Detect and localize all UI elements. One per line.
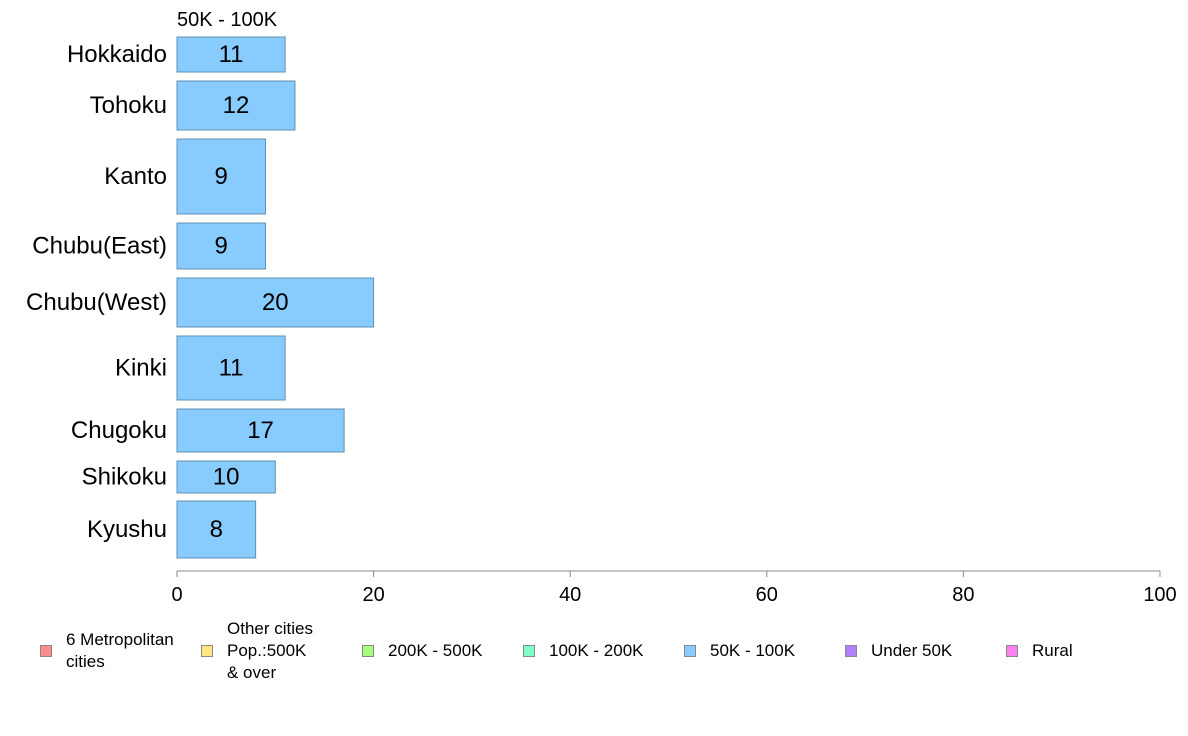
chart-title: 50K - 100K bbox=[177, 9, 278, 31]
x-tick-label: 20 bbox=[362, 584, 384, 606]
bar-chubu-west bbox=[176, 277, 375, 328]
data-label: 9 bbox=[215, 163, 228, 190]
data-label: 9 bbox=[215, 233, 228, 260]
legend-item: 200K - 500K bbox=[362, 640, 483, 662]
data-label: 17 bbox=[247, 417, 274, 444]
bar-kinki bbox=[176, 335, 286, 401]
legend-item: 6 Metropolitan cities bbox=[40, 629, 174, 673]
bar-chugoku bbox=[176, 408, 345, 453]
legend-label: 6 Metropolitan cities bbox=[66, 630, 174, 671]
legend-item: 50K - 100K bbox=[684, 640, 795, 662]
legend: 6 Metropolitan cities Other cities Pop.:5… bbox=[0, 618, 1188, 698]
category-label: Kinki bbox=[115, 355, 167, 382]
x-tick-label: 60 bbox=[756, 584, 778, 606]
bar-kanto bbox=[176, 138, 266, 215]
category-label: Kanto bbox=[104, 163, 167, 190]
legend-label: Rural bbox=[1032, 641, 1073, 660]
legend-swatch bbox=[523, 645, 535, 657]
data-label: 10 bbox=[213, 464, 240, 491]
chart: 50K - 100K 11 Hokkaido 12 Tohoku 9 Kanto 9 Chub… bbox=[26, 9, 1177, 606]
legend-item: Under 50K bbox=[845, 640, 952, 662]
legend-label: Other cities Pop.:500K & over bbox=[227, 619, 313, 682]
category-label: Shikoku bbox=[82, 464, 167, 491]
bar-tohoku bbox=[176, 80, 296, 131]
legend-swatch bbox=[1006, 645, 1018, 657]
data-label: 12 bbox=[223, 92, 250, 119]
legend-item: 100K - 200K bbox=[523, 640, 644, 662]
x-axis: 0 20 40 60 80 100 bbox=[171, 570, 1177, 606]
legend-swatch bbox=[40, 645, 52, 657]
x-tick-label: 80 bbox=[952, 584, 974, 606]
legend-swatch bbox=[362, 645, 374, 657]
legend-label: Under 50K bbox=[871, 641, 953, 660]
category-label: Chugoku bbox=[71, 417, 167, 444]
category-label: Chubu(East) bbox=[32, 233, 167, 260]
category-label: Kyushu bbox=[87, 516, 167, 543]
category-label: Hokkaido bbox=[67, 41, 167, 68]
data-label: 8 bbox=[210, 516, 223, 543]
data-label: 11 bbox=[219, 41, 244, 68]
legend-label: 200K - 500K bbox=[388, 641, 483, 660]
bar-chubu-east bbox=[176, 222, 266, 270]
legend-swatch bbox=[201, 645, 213, 657]
legend-swatch bbox=[684, 645, 696, 657]
data-label: 11 bbox=[219, 355, 244, 382]
bar-hokkaido bbox=[176, 36, 286, 73]
legend-label: 100K - 200K bbox=[549, 641, 644, 660]
x-tick-label: 0 bbox=[171, 584, 182, 606]
bars: 11 Hokkaido 12 Tohoku 9 Kanto 9 Chubu(East) 20 Ch… bbox=[26, 36, 375, 559]
legend-swatch bbox=[845, 645, 857, 657]
category-label: Chubu(West) bbox=[26, 289, 167, 316]
category-label: Tohoku bbox=[90, 92, 167, 119]
legend-label: 50K - 100K bbox=[710, 641, 796, 660]
legend-item: Other cities Pop.:500K & over bbox=[201, 618, 313, 684]
bar-kyushu bbox=[176, 500, 257, 559]
x-tick-label: 100 bbox=[1143, 584, 1176, 606]
legend-item: Rural bbox=[1006, 640, 1073, 662]
x-tick-label: 40 bbox=[559, 584, 581, 606]
data-label: 20 bbox=[262, 289, 289, 316]
bar-shikoku bbox=[176, 460, 276, 494]
